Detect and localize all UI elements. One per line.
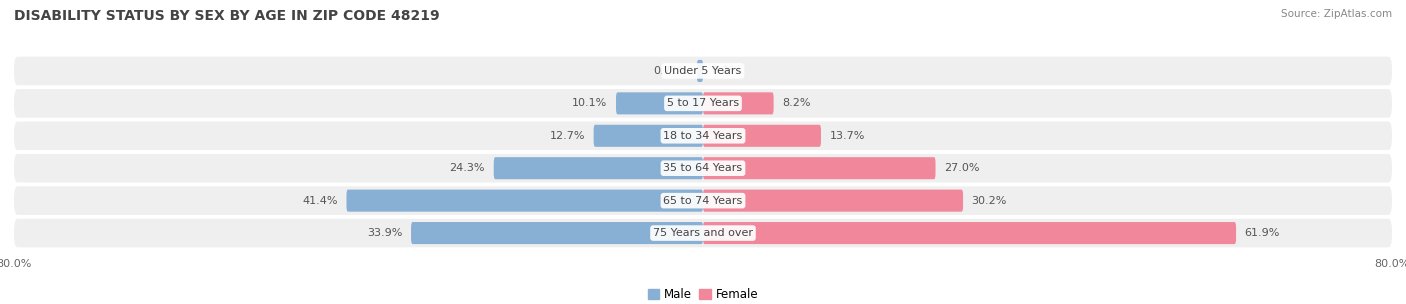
FancyBboxPatch shape <box>14 219 1392 247</box>
Text: 18 to 34 Years: 18 to 34 Years <box>664 131 742 141</box>
Text: 13.7%: 13.7% <box>830 131 865 141</box>
FancyBboxPatch shape <box>703 222 1236 244</box>
FancyBboxPatch shape <box>14 122 1392 150</box>
Text: 5 to 17 Years: 5 to 17 Years <box>666 98 740 108</box>
Text: Under 5 Years: Under 5 Years <box>665 66 741 76</box>
Text: 10.1%: 10.1% <box>572 98 607 108</box>
Text: Source: ZipAtlas.com: Source: ZipAtlas.com <box>1281 9 1392 19</box>
FancyBboxPatch shape <box>346 190 703 212</box>
Text: 61.9%: 61.9% <box>1244 228 1279 238</box>
FancyBboxPatch shape <box>593 125 703 147</box>
Text: 8.2%: 8.2% <box>782 98 811 108</box>
FancyBboxPatch shape <box>14 154 1392 182</box>
Text: 0.0%: 0.0% <box>711 66 740 76</box>
FancyBboxPatch shape <box>411 222 703 244</box>
Text: 41.4%: 41.4% <box>302 196 337 206</box>
FancyBboxPatch shape <box>703 125 821 147</box>
FancyBboxPatch shape <box>14 57 1392 85</box>
Text: 24.3%: 24.3% <box>450 163 485 173</box>
Text: 75 Years and over: 75 Years and over <box>652 228 754 238</box>
Text: 35 to 64 Years: 35 to 64 Years <box>664 163 742 173</box>
Text: 33.9%: 33.9% <box>367 228 402 238</box>
FancyBboxPatch shape <box>703 92 773 114</box>
Text: 12.7%: 12.7% <box>550 131 585 141</box>
Text: 0.71%: 0.71% <box>652 66 689 76</box>
Text: DISABILITY STATUS BY SEX BY AGE IN ZIP CODE 48219: DISABILITY STATUS BY SEX BY AGE IN ZIP C… <box>14 9 440 23</box>
FancyBboxPatch shape <box>494 157 703 179</box>
Legend: Male, Female: Male, Female <box>643 283 763 304</box>
FancyBboxPatch shape <box>14 89 1392 118</box>
FancyBboxPatch shape <box>14 186 1392 215</box>
FancyBboxPatch shape <box>616 92 703 114</box>
FancyBboxPatch shape <box>697 60 703 82</box>
FancyBboxPatch shape <box>703 157 935 179</box>
Text: 65 to 74 Years: 65 to 74 Years <box>664 196 742 206</box>
Text: 30.2%: 30.2% <box>972 196 1007 206</box>
Text: 27.0%: 27.0% <box>945 163 980 173</box>
FancyBboxPatch shape <box>703 190 963 212</box>
